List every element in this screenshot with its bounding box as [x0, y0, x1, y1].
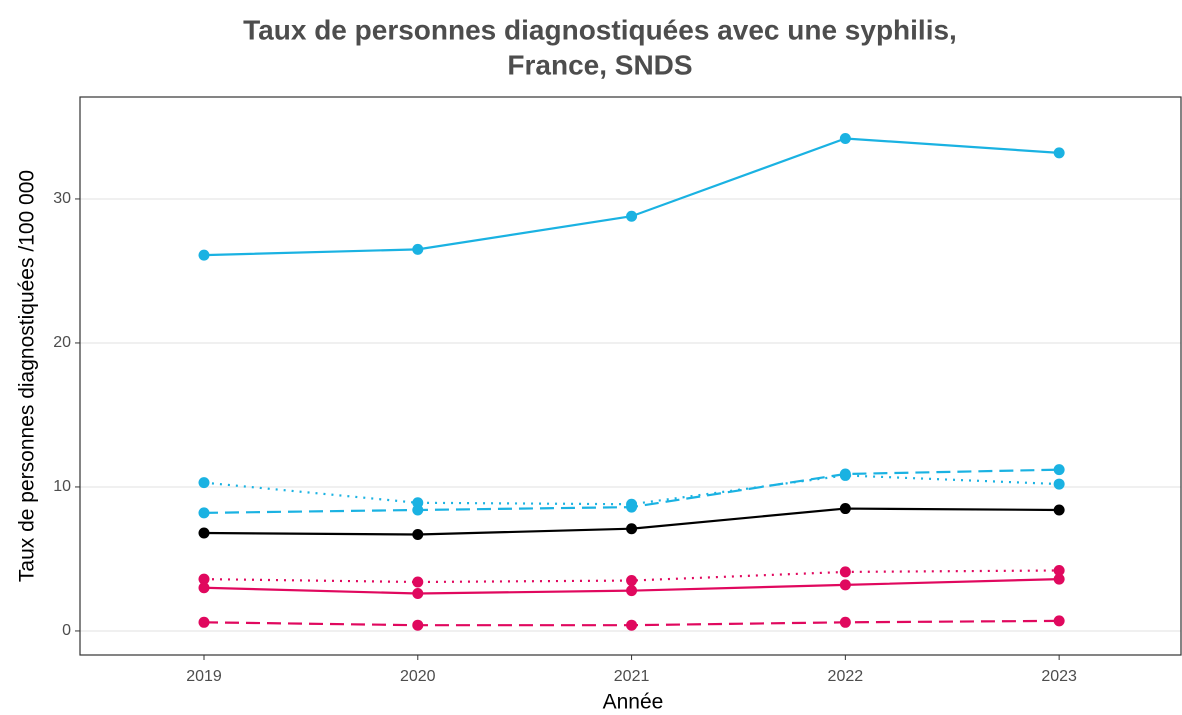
point	[839, 503, 851, 515]
point	[412, 619, 424, 631]
point	[198, 249, 210, 261]
point	[839, 468, 851, 480]
y-tick-label: 0	[62, 622, 71, 639]
point	[839, 132, 851, 144]
y-axis-label: Taux de personnes diagnostiquées /100 00…	[16, 170, 39, 582]
point	[626, 575, 638, 587]
point	[1053, 147, 1065, 159]
series-line	[203, 569, 1060, 584]
point	[412, 528, 424, 540]
point	[198, 582, 210, 594]
point	[198, 573, 210, 585]
point	[1053, 573, 1065, 585]
x-tick-label: 2023	[1041, 668, 1077, 685]
point	[412, 243, 424, 255]
y-tick-label: 20	[53, 334, 71, 351]
y-tick-label: 10	[53, 478, 71, 495]
point	[626, 619, 638, 631]
plot-border	[79, 96, 1182, 656]
point	[839, 616, 851, 628]
point	[626, 523, 638, 535]
point	[1053, 478, 1065, 490]
chart-title: France, SNDS	[507, 49, 692, 80]
point	[412, 576, 424, 588]
point	[198, 527, 210, 539]
point	[839, 566, 851, 578]
point	[839, 579, 851, 591]
point	[1053, 615, 1065, 627]
point	[198, 477, 210, 489]
x-tick-label: 2020	[400, 668, 436, 685]
point	[626, 210, 638, 222]
x-tick-label: 2019	[186, 668, 222, 685]
point	[198, 616, 210, 628]
x-tick-label: 2021	[614, 668, 650, 685]
point	[1053, 464, 1065, 476]
point	[626, 501, 638, 513]
y-tick-label: 30	[53, 190, 71, 207]
point	[626, 585, 638, 597]
point	[412, 504, 424, 516]
point	[1053, 504, 1065, 516]
series-line	[203, 137, 1060, 257]
point	[198, 507, 210, 519]
point	[1053, 564, 1065, 576]
x-tick-label: 2022	[828, 668, 864, 685]
x-axis-label: Année	[603, 691, 664, 714]
point	[412, 588, 424, 600]
chart-title: Taux de personnes diagnostiquées avec un…	[243, 14, 957, 45]
